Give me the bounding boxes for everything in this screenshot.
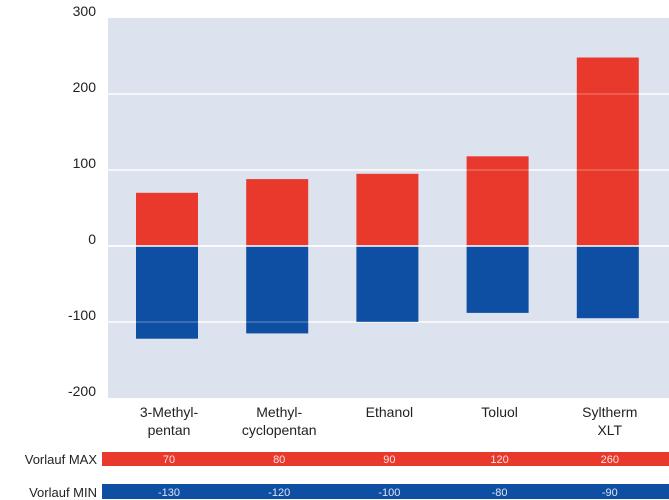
y-tick-label: -100	[68, 307, 96, 323]
category-label: Ethanol	[366, 404, 413, 420]
category-label: Syltherm	[582, 404, 637, 420]
strip-value: 70	[163, 454, 175, 466]
y-tick-label: 300	[73, 3, 97, 19]
bar-max	[466, 156, 529, 246]
bar-max	[356, 173, 419, 246]
strip-value: -130	[158, 487, 180, 499]
value-strip	[102, 484, 669, 499]
category-label: Methyl-	[256, 404, 302, 420]
bar-min	[576, 246, 639, 319]
strip-value: 90	[383, 454, 395, 466]
y-tick-label: -200	[68, 383, 96, 399]
strip-value: -90	[602, 487, 618, 499]
strip-value: 80	[273, 454, 285, 466]
category-label: Toluol	[481, 404, 518, 420]
strip-value: 260	[601, 454, 619, 466]
y-tick-label: 0	[88, 231, 96, 247]
bar-max	[576, 57, 639, 246]
strip-value: -120	[268, 487, 290, 499]
bar-min	[136, 246, 198, 339]
bar-max	[136, 192, 198, 246]
category-label: 3-Methyl-	[140, 404, 199, 420]
category-label: cyclopentan	[242, 422, 317, 438]
category-label: pentan	[148, 422, 191, 438]
category-label: XLT	[597, 422, 622, 438]
y-tick-label: 100	[73, 155, 97, 171]
bar-min	[356, 246, 419, 322]
strip-row-label: Vorlauf MIN	[29, 485, 97, 500]
y-tick-label: 200	[73, 79, 97, 95]
strip-value: -80	[492, 487, 508, 499]
strip-value: 120	[490, 454, 508, 466]
bar-min	[466, 246, 529, 313]
strip-value: -100	[378, 487, 400, 499]
value-strip	[102, 452, 669, 466]
bar-min	[246, 246, 309, 334]
strip-row-label: Vorlauf MAX	[25, 452, 98, 467]
bar-max	[246, 179, 309, 246]
